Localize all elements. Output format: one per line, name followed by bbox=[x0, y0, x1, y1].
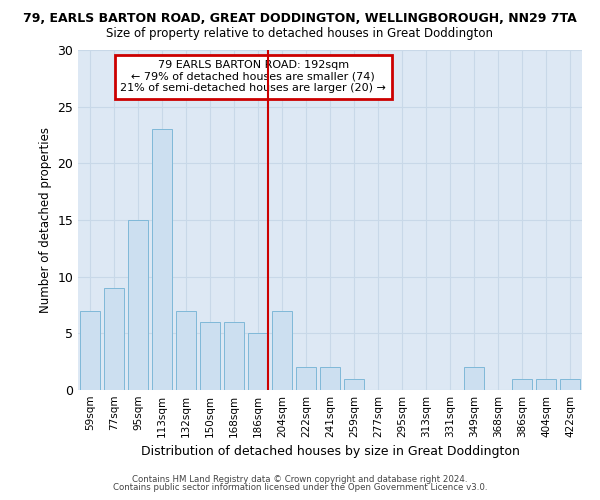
Bar bbox=[272, 310, 292, 390]
Text: Contains public sector information licensed under the Open Government Licence v3: Contains public sector information licen… bbox=[113, 484, 487, 492]
Text: 79, EARLS BARTON ROAD, GREAT DODDINGTON, WELLINGBOROUGH, NN29 7TA: 79, EARLS BARTON ROAD, GREAT DODDINGTON,… bbox=[23, 12, 577, 26]
Bar bbox=[248, 334, 268, 390]
Text: Size of property relative to detached houses in Great Doddington: Size of property relative to detached ho… bbox=[107, 28, 493, 40]
Bar bbox=[152, 130, 172, 390]
Bar bbox=[224, 322, 244, 390]
Text: Contains HM Land Registry data © Crown copyright and database right 2024.: Contains HM Land Registry data © Crown c… bbox=[132, 475, 468, 484]
Bar bbox=[344, 378, 364, 390]
Bar bbox=[536, 378, 556, 390]
Bar bbox=[128, 220, 148, 390]
Bar bbox=[80, 310, 100, 390]
Bar bbox=[200, 322, 220, 390]
Bar bbox=[296, 368, 316, 390]
Bar bbox=[464, 368, 484, 390]
Y-axis label: Number of detached properties: Number of detached properties bbox=[39, 127, 52, 313]
Bar bbox=[176, 310, 196, 390]
Bar bbox=[512, 378, 532, 390]
X-axis label: Distribution of detached houses by size in Great Doddington: Distribution of detached houses by size … bbox=[140, 446, 520, 458]
Bar bbox=[104, 288, 124, 390]
Text: 79 EARLS BARTON ROAD: 192sqm
← 79% of detached houses are smaller (74)
21% of se: 79 EARLS BARTON ROAD: 192sqm ← 79% of de… bbox=[120, 60, 386, 94]
Bar bbox=[560, 378, 580, 390]
Bar bbox=[320, 368, 340, 390]
